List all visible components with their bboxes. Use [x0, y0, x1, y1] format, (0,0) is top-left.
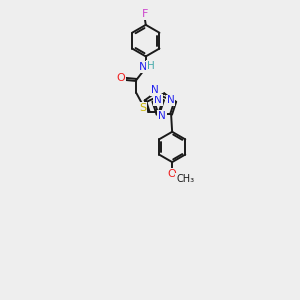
Text: H: H: [147, 61, 155, 71]
Text: S: S: [139, 103, 146, 113]
Text: N: N: [151, 85, 159, 95]
Text: N: N: [154, 95, 162, 105]
Text: O: O: [116, 74, 125, 83]
Text: O: O: [168, 169, 176, 179]
Text: N: N: [158, 111, 166, 121]
Text: CH₃: CH₃: [176, 174, 194, 184]
Text: F: F: [142, 9, 148, 19]
Text: N: N: [139, 62, 147, 72]
Text: N: N: [167, 95, 175, 105]
